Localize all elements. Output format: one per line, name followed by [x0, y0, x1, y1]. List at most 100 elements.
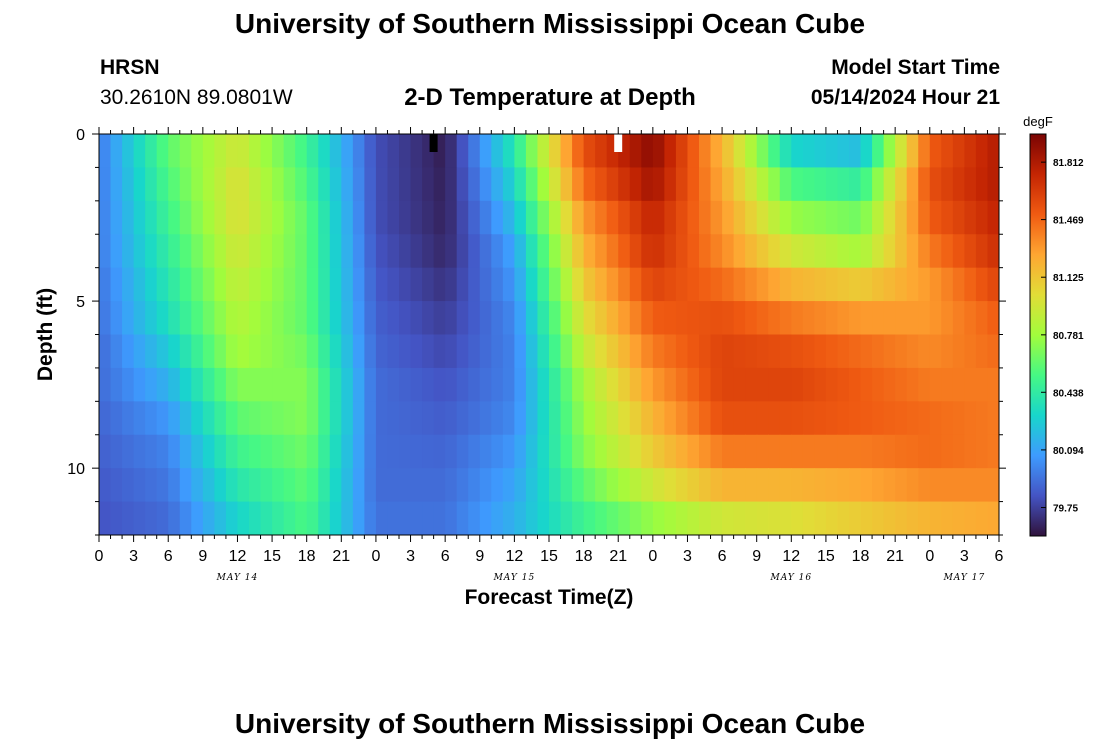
heatmap-cell [445, 301, 458, 336]
heatmap-cell [595, 267, 608, 302]
heatmap-cell [329, 134, 342, 169]
heatmap-cell [791, 401, 804, 436]
heatmap-cell [549, 267, 562, 302]
heatmap-cell [168, 401, 181, 436]
heatmap-cell [802, 401, 815, 436]
heatmap-cell [329, 434, 342, 469]
heatmap-cell [387, 401, 400, 436]
heatmap-cell [352, 501, 365, 535]
heatmap-cell [710, 167, 723, 202]
heatmap-cell [225, 234, 239, 269]
heatmap-cell [352, 200, 365, 235]
heatmap-cell [260, 200, 273, 235]
heatmap-cell [814, 167, 827, 202]
heatmap-cell [122, 334, 135, 369]
heatmap-cell [952, 434, 965, 469]
heatmap-cell [768, 167, 781, 202]
heatmap-cell [618, 301, 631, 336]
heatmap-cell [214, 468, 227, 503]
heatmap-cell [456, 167, 469, 202]
x-tick-label: 6 [718, 548, 727, 565]
x-tick-label: 6 [441, 548, 450, 565]
heatmap-cell [733, 234, 746, 269]
heatmap-cell [260, 167, 273, 202]
heatmap-cell [710, 200, 723, 235]
heatmap-cell [941, 267, 954, 302]
heatmap-cell [825, 367, 839, 402]
heatmap-cell [491, 301, 504, 336]
heatmap-cell [906, 200, 919, 235]
heatmap-cell [341, 334, 354, 369]
heatmap-cell [260, 434, 273, 469]
heatmap-cell [468, 468, 481, 503]
heatmap-cell [214, 301, 227, 336]
heatmap-cell [191, 434, 204, 469]
heatmap-cell [99, 167, 112, 202]
heatmap-cell [779, 200, 792, 235]
heatmap-cell [237, 468, 250, 503]
heatmap-cell [329, 200, 342, 235]
heatmap-cell [318, 434, 331, 469]
heatmap-cell [906, 301, 919, 336]
heatmap-cell [110, 468, 123, 503]
heatmap-cell [375, 167, 389, 202]
heatmap-cell [699, 234, 712, 269]
heatmap-cell [202, 267, 215, 302]
heatmap-cell [560, 234, 573, 269]
heatmap-cell [225, 134, 239, 169]
heatmap-cell [445, 468, 458, 503]
heatmap-cell [941, 401, 954, 436]
heatmap-cell [237, 200, 250, 235]
heatmap-cell [422, 468, 435, 503]
heatmap-cell [260, 501, 273, 535]
heatmap-cell [641, 134, 654, 169]
heatmap-cell [502, 434, 515, 469]
heatmap-cell [479, 367, 492, 402]
heatmap-cell [202, 334, 215, 369]
heatmap-cell [168, 167, 181, 202]
heatmap-cell [791, 234, 804, 269]
heatmap-cell [341, 367, 354, 402]
heatmap-cell [733, 468, 746, 503]
heatmap-cell [849, 301, 862, 336]
heatmap-cell [341, 134, 354, 169]
heatmap-cell [179, 501, 192, 535]
heatmap-cell [756, 200, 769, 235]
heatmap-cell [375, 401, 389, 436]
heatmap-cell [883, 367, 896, 402]
heatmap-cell [687, 134, 700, 169]
heatmap-cell [341, 301, 354, 336]
heatmap-cell [318, 367, 331, 402]
heatmap-cell [883, 267, 896, 302]
heatmap-cell [145, 301, 158, 336]
heatmap-cell [99, 200, 112, 235]
heatmap-cell [525, 367, 539, 402]
heatmap-cell [99, 334, 112, 369]
heatmap-cell [133, 334, 146, 369]
heatmap-cell [479, 200, 492, 235]
heatmap-cell [283, 501, 296, 535]
heatmap-cell [710, 468, 723, 503]
heatmap-cell [214, 501, 227, 535]
heatmap-cell [479, 234, 492, 269]
heatmap-cell [237, 167, 250, 202]
heatmap-cell [918, 401, 931, 436]
heatmap-cell [491, 367, 504, 402]
heatmap-cell [537, 167, 550, 202]
heatmap-cell [191, 301, 204, 336]
heatmap-cell [595, 301, 608, 336]
heatmap-cell [710, 367, 723, 402]
heatmap-cell [629, 401, 642, 436]
heatmap-cell [745, 200, 758, 235]
heatmap-cell [779, 167, 792, 202]
heatmap-cell [941, 468, 954, 503]
heatmap-cell [122, 401, 135, 436]
heatmap-cell [860, 267, 873, 302]
heatmap-cell [341, 200, 354, 235]
heatmap-cell [918, 200, 931, 235]
heatmap-cell [722, 234, 735, 269]
heatmap-cell [202, 468, 215, 503]
heatmap-cell [410, 234, 423, 269]
heatmap-cell [618, 401, 631, 436]
